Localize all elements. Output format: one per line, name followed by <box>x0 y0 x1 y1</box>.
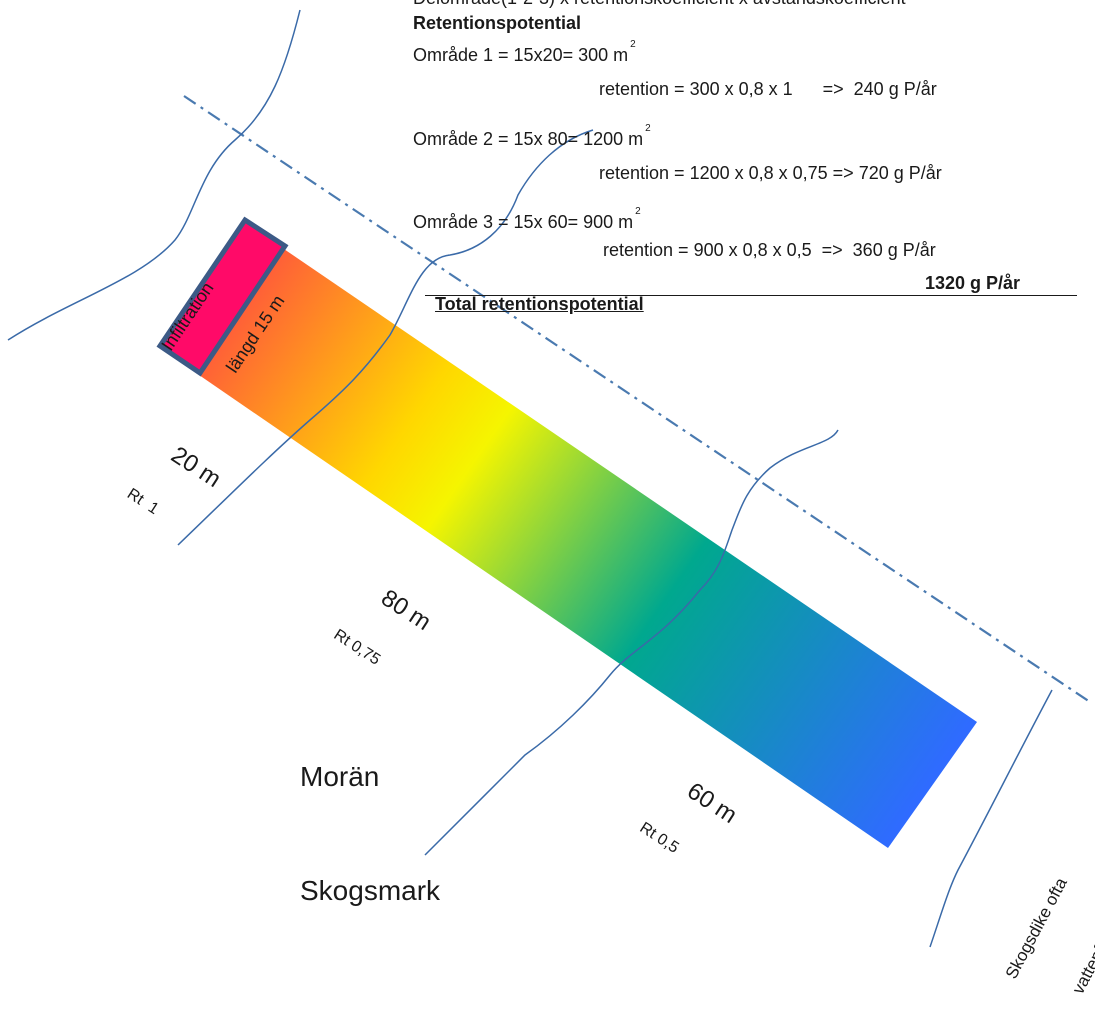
retention-heading: Retentionspotential <box>413 13 582 33</box>
area-3-label-text: Område 3 = 15x 60= 900 m <box>413 212 634 232</box>
area-1-label-text: Område 1 = 15x20= 300 m <box>413 45 629 65</box>
contour-line-2 <box>177 129 594 546</box>
area-1-sup: 2 <box>630 39 636 50</box>
soil-line2: Skogsmark <box>300 875 441 906</box>
area-3-calc: retention = 900 x 0,8 x 0,5 => 360 g P/å… <box>603 240 936 260</box>
area-3-sup: 2 <box>635 206 641 217</box>
total-value: 1320 g P/år <box>925 273 1021 293</box>
area-2-calc: retention = 1200 x 0,8 x 0,75 => 720 g P… <box>599 163 942 183</box>
boundary-dashdot-line <box>183 95 1091 703</box>
area-2-label-text: Område 2 = 15x 80= 1200 m <box>413 129 644 149</box>
contour-lines <box>7 9 1053 948</box>
area-2-label: Område 2 = 15x 80= 1200 m2 <box>413 123 651 150</box>
diagram-canvas <box>7 9 1091 948</box>
total-row: Total retentionspotential 1320 g P/år <box>425 273 1077 314</box>
contour-line-3 <box>424 429 839 856</box>
soil-line1: Morän <box>300 761 380 792</box>
area-1-calc: retention = 300 x 0,8 x 1 => 240 g P/år <box>599 79 937 99</box>
soil-label: Morän Skogsmark <box>300 682 440 948</box>
retention-gradient-strip <box>199 247 977 848</box>
contour-line-1 <box>7 9 301 341</box>
contour-line-4 <box>929 689 1053 948</box>
infiltration-zone <box>156 216 289 377</box>
area-1-label: Område 1 = 15x20= 300 m2 <box>413 39 636 66</box>
total-label: Total retentionspotential <box>435 294 644 314</box>
area-2-sup: 2 <box>645 123 651 134</box>
ditch-line2: vattenfyllt <box>1068 924 1095 998</box>
ditch-line1: Skogsdike ofta <box>1001 874 1071 983</box>
header-line: Delområde(1-2-3) x retentionskoefficient… <box>413 0 906 9</box>
area-3-label: Område 3 = 15x 60= 900 m2 <box>413 206 641 233</box>
infiltration-line1: Infiltration <box>157 278 218 355</box>
